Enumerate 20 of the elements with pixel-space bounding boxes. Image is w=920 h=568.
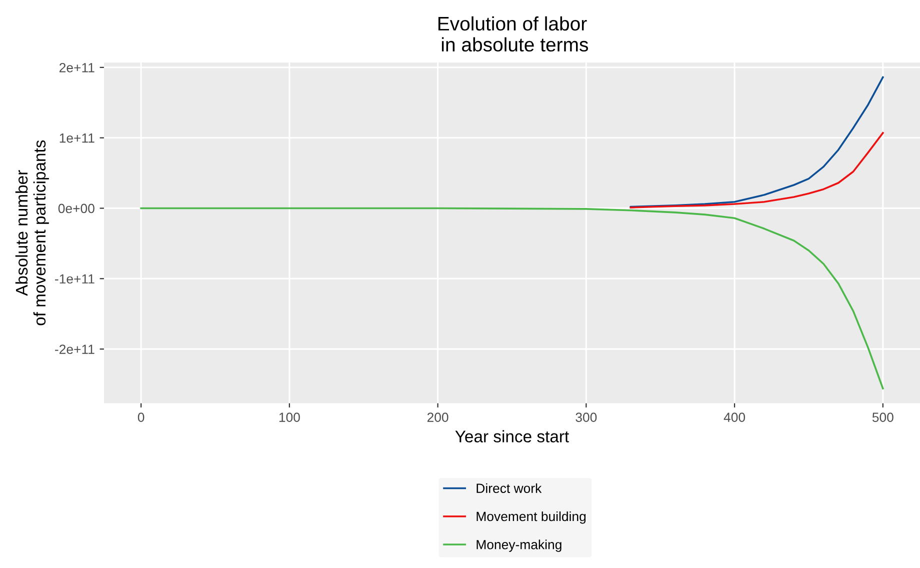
- x-tick-label: 400: [724, 412, 746, 422]
- x-axis-title: Year since start: [455, 430, 569, 442]
- y-tick-label: 2e+11: [60, 62, 94, 72]
- x-tick-label: 500: [872, 412, 894, 422]
- legend-label: Movement building: [476, 511, 586, 524]
- legend-label: Direct work: [476, 483, 542, 494]
- x-tick-label: 0: [138, 412, 144, 422]
- y-axis-title: Absolute number of movement participants: [15, 140, 49, 326]
- x-tick-label: 200: [427, 412, 448, 422]
- y-tick-label: 0e+00: [58, 204, 94, 214]
- line-series: [630, 132, 884, 208]
- x-tick-label: 100: [279, 412, 300, 422]
- legend-label: Money-making: [476, 540, 562, 552]
- y-tick-label: 1e+11: [60, 134, 94, 143]
- x-tick-label: 300: [576, 412, 597, 422]
- line-series: [140, 207, 884, 390]
- y-tick-label: -1e+11: [55, 274, 94, 284]
- line-series: [630, 76, 884, 208]
- y-tick-label: -2e+11: [55, 344, 94, 354]
- chart-title: Evolution of labor in absolute terms: [438, 16, 588, 52]
